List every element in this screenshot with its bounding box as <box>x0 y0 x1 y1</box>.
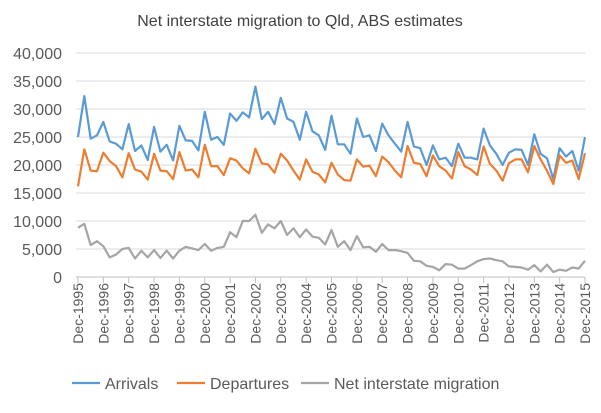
y-tick-label: 5,000 <box>22 242 62 259</box>
x-tick-label: Dec-2003 <box>273 283 289 344</box>
y-tick-label: 10,000 <box>13 214 62 231</box>
y-tick-label: 35,000 <box>13 74 62 91</box>
series-line-net-interstate-migration <box>77 213 586 274</box>
x-tick-label: Dec-2013 <box>526 283 542 344</box>
x-tick-label: Dec-2006 <box>349 283 365 344</box>
x-tick-label: Dec-2004 <box>298 283 314 344</box>
legend-label: Arrivals <box>105 376 158 393</box>
x-tick-label: Dec-2015 <box>577 283 593 344</box>
legend-item: Net interstate migration <box>301 376 499 393</box>
y-tick-label: 0 <box>53 270 62 287</box>
y-tick-label: 25,000 <box>13 130 62 147</box>
x-tick-label: Dec-2000 <box>197 283 213 344</box>
x-tick-label: Dec-1996 <box>95 283 111 344</box>
x-tick-label: Dec-2008 <box>400 283 416 344</box>
x-tick-label: Dec-2001 <box>222 283 238 344</box>
legend-item: Arrivals <box>72 376 158 393</box>
x-tick-label: Dec-2012 <box>501 283 517 344</box>
series-line-arrivals <box>76 85 587 181</box>
x-tick-label: Dec-2009 <box>425 283 441 344</box>
x-tick-label: Dec-2007 <box>374 283 390 344</box>
x-tick-label: Dec-1999 <box>171 283 187 344</box>
x-tick-label: Dec-1997 <box>121 283 137 344</box>
x-tick-label: Dec-2011 <box>476 283 492 343</box>
y-tick-label: 20,000 <box>13 158 62 175</box>
x-tick-label: Dec-1995 <box>70 283 86 344</box>
x-tick-label: Dec-1998 <box>146 283 162 344</box>
y-tick-label: 15,000 <box>13 186 62 203</box>
chart-title: Net interstate migration to Qld, ABS est… <box>137 13 462 30</box>
y-tick-label: 40,000 <box>13 46 62 63</box>
y-tick-label: 30,000 <box>13 102 62 119</box>
legend-item: Departures <box>177 376 289 393</box>
x-tick-label: Dec-2002 <box>247 283 263 344</box>
x-tick-label: Dec-2010 <box>450 283 466 344</box>
x-tick-label: Dec-2014 <box>552 283 568 344</box>
series-line-departures <box>76 143 587 187</box>
legend-label: Departures <box>210 376 289 393</box>
x-tick-label: Dec-2005 <box>324 283 340 344</box>
legend-label: Net interstate migration <box>334 376 499 393</box>
